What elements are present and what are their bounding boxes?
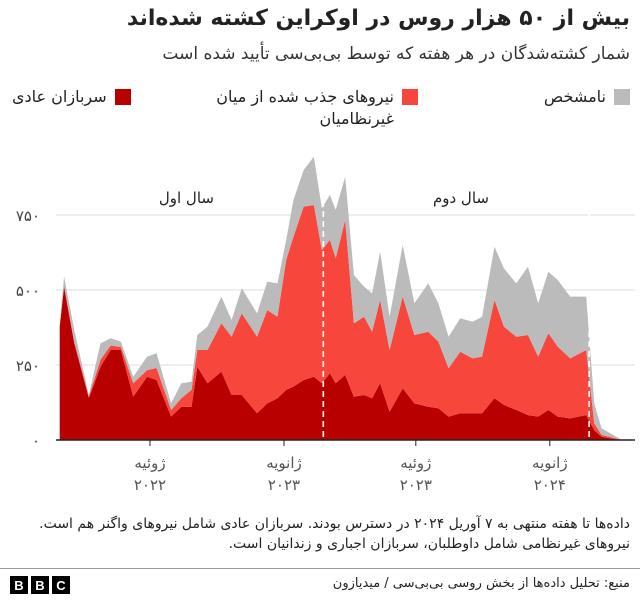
area-regular <box>59 287 621 440</box>
x-tick-label-year: ۲۰۲۴ <box>534 476 566 494</box>
legend-label: نیروهای جذب شده از میان غیرنظامیان <box>216 87 394 128</box>
legend-label: سربازان عادی <box>12 87 107 106</box>
legend-label: نامشخص <box>543 87 606 106</box>
legend-swatch-regular <box>114 89 131 105</box>
legend-item-unknown: نامشخص <box>544 86 630 108</box>
legend-item-regular: سربازان عادی <box>12 86 131 108</box>
footer-divider <box>0 568 640 569</box>
area-mobilised <box>59 205 621 440</box>
y-tick-label: ۵۰۰ <box>16 282 40 300</box>
x-tick-label: ژانویه <box>266 454 302 472</box>
chart-subtitle: شمار کشته‌شدگان در هر هفته که توسط بی‌بی… <box>162 44 630 64</box>
y-tick-label: ۲۵۰ <box>16 357 40 375</box>
x-tick-label: ژوئیه <box>134 454 165 472</box>
y-tick-label: ۷۵۰ <box>16 207 40 225</box>
x-tick-label: ژانویه <box>532 454 568 472</box>
y-tick-label: ۰ <box>32 432 40 450</box>
legend-swatch-unknown <box>614 89 630 105</box>
period-label: سال اول <box>159 189 214 207</box>
chart-note: داده‌ها تا هفته منتهی به ۷ آوریل ۲۰۲۴ در… <box>39 516 630 552</box>
x-tick-label-year: ۲۰۲۳ <box>268 476 300 494</box>
legend-item-mobilised: نیروهای جذب شده از میان غیرنظامیان <box>208 86 418 130</box>
area-unknown <box>59 156 621 440</box>
period-label: سال دوم <box>433 189 489 207</box>
legend-swatch-mobilised <box>402 89 418 105</box>
chart-title: بیش از ۵۰ هزار روس در اوکراین کشته شده‌ا… <box>126 6 630 31</box>
stacked-area-chart: ۰ ۲۵۰ ۵۰۰ ۷۵۰ سال اول سال دوم ژوئیه ۲۰۲۲ ژانویه ۲… <box>16 156 635 494</box>
source-text: منبع: تحلیل داده‌ها از بخش روسی بی‌بی‌سی… <box>332 576 630 591</box>
x-tick-label-year: ۲۰۲۳ <box>400 476 432 494</box>
x-tick-label-year: ۲۰۲۲ <box>134 476 166 494</box>
x-tick-label: ژوئیه <box>400 454 431 472</box>
